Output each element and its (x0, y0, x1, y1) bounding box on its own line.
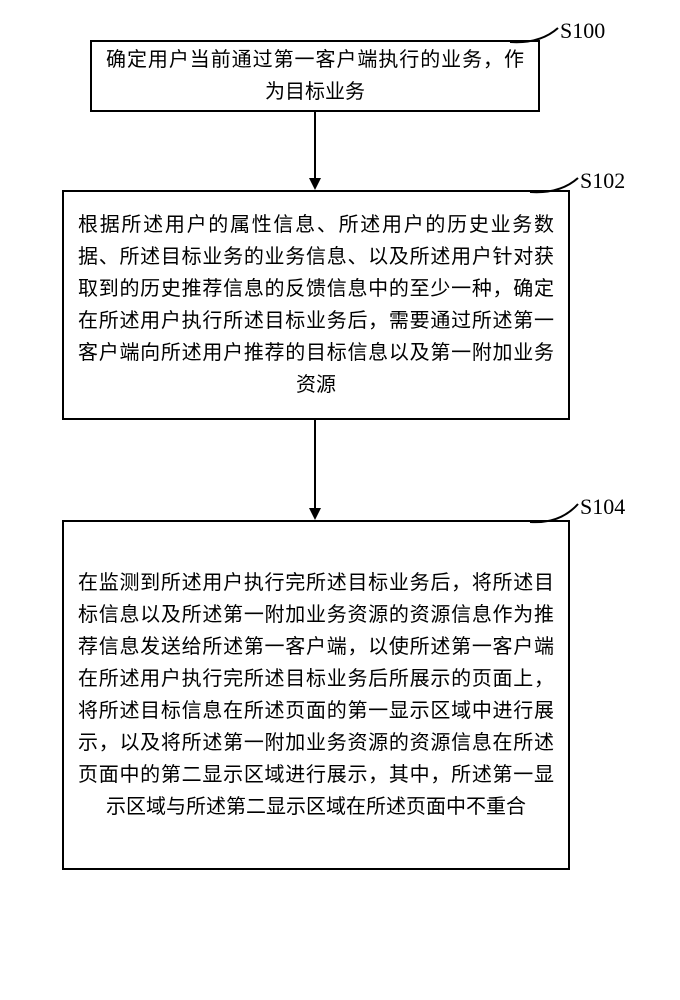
node-s104: 在监测到所述用户执行完所述目标业务后，将所述目标信息以及所述第一附加业务资源的资… (62, 520, 570, 870)
node-s104-text: 在监测到所述用户执行完所述目标业务后，将所述目标信息以及所述第一附加业务资源的资… (78, 567, 554, 823)
label-s100: S100 (560, 18, 605, 44)
flowchart-container: 确定用户当前通过第一客户端执行的业务，作为目标业务 S100 根据所述用户的属性… (0, 0, 680, 1000)
node-s102-text: 根据所述用户的属性信息、所述用户的历史业务数据、所述目标业务的业务信息、以及所述… (78, 209, 554, 401)
label-s104: S104 (580, 494, 625, 520)
node-s100-text: 确定用户当前通过第一客户端执行的业务，作为目标业务 (106, 44, 524, 108)
label-s102: S102 (580, 168, 625, 194)
node-s100: 确定用户当前通过第一客户端执行的业务，作为目标业务 (90, 40, 540, 112)
node-s102: 根据所述用户的属性信息、所述用户的历史业务数据、所述目标业务的业务信息、以及所述… (62, 190, 570, 420)
